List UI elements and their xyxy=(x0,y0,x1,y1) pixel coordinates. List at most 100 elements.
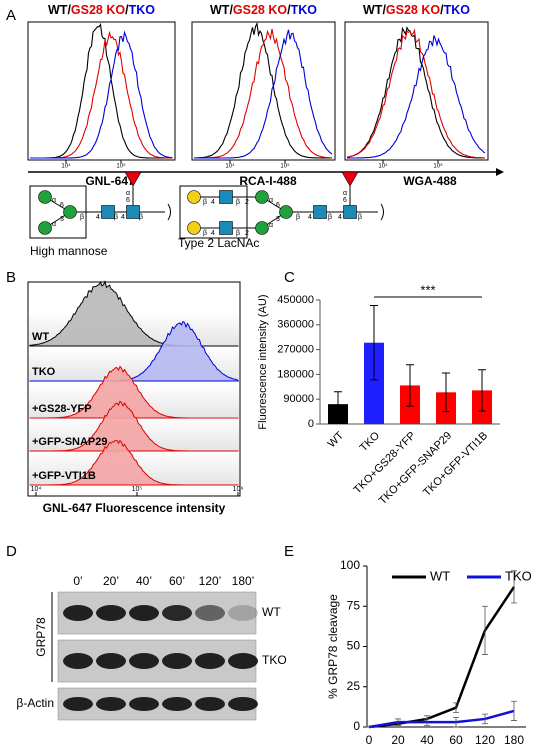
blot-band xyxy=(129,653,159,669)
title-part: WT xyxy=(48,3,68,17)
title-part: / xyxy=(440,3,444,17)
histogram-frame xyxy=(27,21,176,161)
linkage-label: 6 xyxy=(60,202,64,209)
title-part: TKO xyxy=(444,3,471,17)
histogram-curve xyxy=(346,28,485,159)
error-bar xyxy=(453,702,459,713)
panel-label: E xyxy=(284,543,294,560)
x-tick-label: 10⁵ xyxy=(116,163,126,170)
x-tick-label: WT xyxy=(326,429,347,450)
y-tick-label: 75 xyxy=(347,598,361,612)
linkage-label: α xyxy=(269,222,273,229)
glycan-triangle xyxy=(341,171,359,187)
x-tick-label: 60 xyxy=(449,733,463,747)
histogram-title: WT/GS28 KO/TKO xyxy=(210,3,317,17)
bar xyxy=(364,342,384,424)
sample-label: WT xyxy=(32,331,49,343)
linkage-label: α xyxy=(52,197,56,204)
y-tick-label: 100 xyxy=(340,558,360,572)
title-part: / xyxy=(67,3,71,17)
glycan-circle xyxy=(187,221,201,235)
blot-band xyxy=(228,697,258,711)
loading-label: β-Actin xyxy=(16,696,54,710)
y-tick-label: 180000 xyxy=(277,368,314,380)
row-label: WT xyxy=(262,605,281,619)
error-bar xyxy=(511,700,517,721)
bracket xyxy=(167,203,171,221)
y-tick-label: 90000 xyxy=(283,393,314,405)
linkage-label: β xyxy=(203,230,207,237)
sample-label: +GFP-SNAP29 xyxy=(32,436,108,448)
linkage-label: 6 xyxy=(276,202,280,209)
linkage-label: β xyxy=(80,214,84,221)
timepoint-label: 180’ xyxy=(232,574,255,588)
linkage-label: β xyxy=(114,214,118,221)
sample-label: +GFP-VTI1B xyxy=(32,470,96,482)
y-tick-label: 360000 xyxy=(277,319,314,331)
blot-band xyxy=(96,653,126,669)
glycan-triangle xyxy=(124,171,142,187)
y-tick-label: 0 xyxy=(308,418,314,430)
histogram-frame xyxy=(191,21,336,161)
error-bar xyxy=(334,391,342,418)
histogram-curve xyxy=(194,21,332,159)
histogram-title: WT/GS28 KO/TKO xyxy=(48,3,155,17)
linkage-label: β xyxy=(203,199,207,206)
error-bar xyxy=(370,305,378,381)
x-tick-label: TKO+GS28-YFP xyxy=(352,430,419,497)
glycan-box xyxy=(179,185,248,239)
glycan-square xyxy=(126,205,140,219)
blot-band xyxy=(162,697,192,711)
panel-label: C xyxy=(284,269,295,286)
y-tick-label: 270000 xyxy=(277,344,314,356)
title-part: TKO xyxy=(291,3,318,17)
histogram-frame xyxy=(27,281,241,497)
linkage-label: β xyxy=(358,214,362,221)
histogram-frame xyxy=(344,21,489,161)
timepoint-label: 20’ xyxy=(103,574,119,588)
x-tick-label: 10⁵ xyxy=(433,163,443,170)
timepoint-label: 40’ xyxy=(136,574,152,588)
title-part: / xyxy=(229,3,233,17)
blot-band xyxy=(129,605,159,621)
blot-band xyxy=(63,605,93,621)
linkage-label: β xyxy=(236,230,240,237)
blot-band xyxy=(129,697,159,711)
bracket xyxy=(380,203,384,221)
glycan-circle xyxy=(38,221,52,235)
error-bar xyxy=(424,718,430,726)
row-label: TKO xyxy=(262,653,287,667)
linkage-label: 4 xyxy=(338,214,342,221)
glycan-name: High mannose xyxy=(30,244,108,258)
x-tick-label: 10⁴ xyxy=(31,486,42,493)
glycan-circle xyxy=(279,205,293,219)
panel-label: A xyxy=(6,7,16,24)
blot-band xyxy=(195,653,225,669)
title-part: / xyxy=(287,3,291,17)
linkage-label: α xyxy=(269,197,273,204)
linkage-label: α xyxy=(52,221,56,228)
linkage-label: β xyxy=(328,214,332,221)
blot-band xyxy=(228,605,258,621)
title-part: / xyxy=(382,3,386,17)
histogram-title: WT/GS28 KO/TKO xyxy=(363,3,470,17)
linkage-label: 4 xyxy=(211,230,215,237)
blot-band xyxy=(195,605,225,621)
blot-band xyxy=(162,653,192,669)
group-label: GRP78 xyxy=(34,617,48,657)
histogram-curve xyxy=(347,35,486,159)
x-tick-label: 120 xyxy=(475,733,495,747)
linkage-label: 3 xyxy=(60,216,64,223)
linkage-label: β xyxy=(236,199,240,206)
error-bar xyxy=(442,372,450,413)
title-part: GS28 KO xyxy=(233,3,287,17)
y-tick-label: 50 xyxy=(347,639,361,653)
glycan-circle xyxy=(255,221,269,235)
blot-band xyxy=(63,653,93,669)
title-part: / xyxy=(125,3,129,17)
series-line xyxy=(368,709,515,729)
title-part: WT xyxy=(363,3,383,17)
blot-band xyxy=(195,697,225,711)
glycan-circle xyxy=(38,190,52,204)
linkage-label: 2 xyxy=(245,199,249,206)
